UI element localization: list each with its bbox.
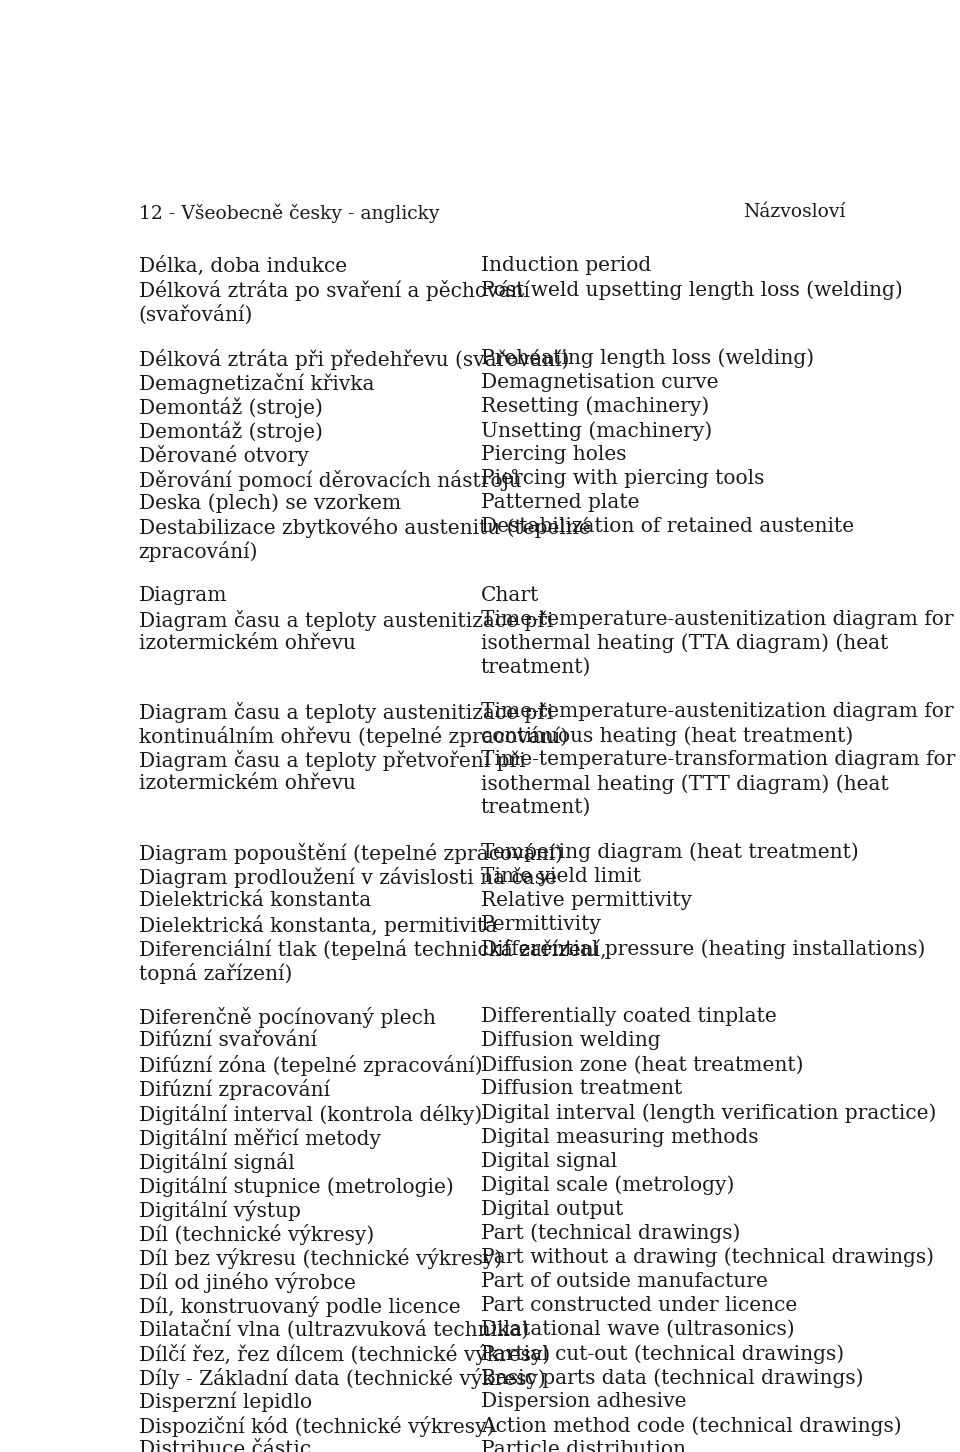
Text: Differential pressure (heating installations): Differential pressure (heating installat…: [481, 939, 925, 958]
Text: izotermickém ohřevu: izotermickém ohřevu: [138, 633, 355, 652]
Text: Digital measuring methods: Digital measuring methods: [481, 1128, 758, 1147]
Text: 12 - Všeobecně česky - anglicky: 12 - Všeobecně česky - anglicky: [138, 203, 439, 222]
Text: Délková ztráta po svaření a pěchování: Délková ztráta po svaření a pěchování: [138, 280, 530, 301]
Text: Dispersion adhesive: Dispersion adhesive: [481, 1392, 686, 1411]
Text: Partial cut-out (technical drawings): Partial cut-out (technical drawings): [481, 1345, 844, 1363]
Text: Time yield limit: Time yield limit: [481, 867, 641, 886]
Text: Demontáž (stroje): Demontáž (stroje): [138, 396, 323, 418]
Text: Difúzní zpracování: Difúzní zpracování: [138, 1079, 329, 1101]
Text: Dilatační vlna (ultrazvuková technika): Dilatační vlna (ultrazvuková technika): [138, 1320, 529, 1340]
Text: kontinuálním ohřevu (tepelné zpracování): kontinuálním ohřevu (tepelné zpracování): [138, 726, 567, 748]
Text: Part constructed under licence: Part constructed under licence: [481, 1295, 797, 1316]
Text: Díl od jiného výrobce: Díl od jiného výrobce: [138, 1272, 355, 1292]
Text: Diferenciální tlak (tepelná technická zařízení,: Diferenciální tlak (tepelná technická za…: [138, 939, 606, 960]
Text: treatment): treatment): [481, 799, 591, 817]
Text: Relative permittivity: Relative permittivity: [481, 890, 692, 910]
Text: Diagram popouštění (tepelné zpracování): Diagram popouštění (tepelné zpracování): [138, 842, 563, 864]
Text: Patterned plate: Patterned plate: [481, 494, 639, 513]
Text: Digitální interval (kontrola délky): Digitální interval (kontrola délky): [138, 1104, 482, 1124]
Text: Děrování pomocí děrovacích nástrojů: Děrování pomocí děrovacích nástrojů: [138, 469, 521, 491]
Text: Digitální stupnice (metrologie): Digitální stupnice (metrologie): [138, 1176, 453, 1196]
Text: Differentially coated tinplate: Differentially coated tinplate: [481, 1008, 777, 1027]
Text: Dispoziční kód (technické výkresy): Dispoziční kód (technické výkresy): [138, 1416, 494, 1437]
Text: continuous heating (heat treatment): continuous heating (heat treatment): [481, 726, 853, 746]
Text: Digital signal: Digital signal: [481, 1151, 617, 1170]
Text: Demontáž (stroje): Demontáž (stroje): [138, 421, 323, 441]
Text: Demagnetisation curve: Demagnetisation curve: [481, 373, 718, 392]
Text: Diffusion welding: Diffusion welding: [481, 1031, 660, 1050]
Text: Part of outside manufacture: Part of outside manufacture: [481, 1272, 768, 1291]
Text: Délková ztráta při předehřevu (svařování): Délková ztráta při předehřevu (svařování…: [138, 348, 569, 370]
Text: Piercing holes: Piercing holes: [481, 444, 626, 463]
Text: Permittivity: Permittivity: [481, 915, 602, 934]
Text: Dílčí řez, řez dílcem (technické výkresy): Dílčí řez, řez dílcem (technické výkresy…: [138, 1345, 550, 1365]
Text: Délka, doba indukce: Délka, doba indukce: [138, 256, 347, 276]
Text: Post weld upsetting length loss (welding): Post weld upsetting length loss (welding…: [481, 280, 902, 301]
Text: Digitální signál: Digitální signál: [138, 1151, 295, 1173]
Text: Digitální měřicí metody: Digitální měřicí metody: [138, 1128, 380, 1149]
Text: Digitální výstup: Digitální výstup: [138, 1199, 300, 1221]
Text: Diffusion zone (heat treatment): Diffusion zone (heat treatment): [481, 1056, 804, 1074]
Text: Děrované otvory: Děrované otvory: [138, 444, 308, 466]
Text: Distribuce částic: Distribuce částic: [138, 1440, 311, 1452]
Text: Diferenčně pocínovaný plech: Diferenčně pocínovaný plech: [138, 1008, 436, 1028]
Text: Deska (plech) se vzorkem: Deska (plech) se vzorkem: [138, 494, 400, 513]
Text: treatment): treatment): [481, 658, 591, 677]
Text: Part (technical drawings): Part (technical drawings): [481, 1224, 740, 1243]
Text: Chart: Chart: [481, 585, 540, 604]
Text: Resetting (machinery): Resetting (machinery): [481, 396, 709, 417]
Text: Disperzní lepidlo: Disperzní lepidlo: [138, 1392, 312, 1413]
Text: Time-temperature-austenitization diagram for: Time-temperature-austenitization diagram…: [481, 703, 953, 722]
Text: Diffusion treatment: Diffusion treatment: [481, 1079, 683, 1099]
Text: Demagnetizační křivka: Demagnetizační křivka: [138, 373, 374, 393]
Text: Diagram času a teploty austenitizace při: Diagram času a teploty austenitizace při: [138, 703, 553, 723]
Text: Destabilization of retained austenite: Destabilization of retained austenite: [481, 517, 854, 536]
Text: Diagram času a teploty přetvoření při: Diagram času a teploty přetvoření při: [138, 751, 525, 771]
Text: Basic parts data (technical drawings): Basic parts data (technical drawings): [481, 1368, 863, 1388]
Text: Díl (technické výkresy): Díl (technické výkresy): [138, 1224, 373, 1244]
Text: Tempering diagram (heat treatment): Tempering diagram (heat treatment): [481, 842, 858, 862]
Text: Dielektrická konstanta, permitivita: Dielektrická konstanta, permitivita: [138, 915, 497, 937]
Text: isothermal heating (TTA diagram) (heat: isothermal heating (TTA diagram) (heat: [481, 633, 888, 653]
Text: Unsetting (machinery): Unsetting (machinery): [481, 421, 712, 440]
Text: Preheating length loss (welding): Preheating length loss (welding): [481, 348, 814, 369]
Text: isothermal heating (TTT diagram) (heat: isothermal heating (TTT diagram) (heat: [481, 774, 889, 794]
Text: Difúzní svařování: Difúzní svařování: [138, 1031, 317, 1050]
Text: zpracování): zpracování): [138, 542, 258, 562]
Text: Time-temperature-transformation diagram for: Time-temperature-transformation diagram …: [481, 751, 955, 770]
Text: Diagram: Diagram: [138, 585, 228, 604]
Text: Digital interval (length verification practice): Digital interval (length verification pr…: [481, 1104, 936, 1124]
Text: Time-temperature-austenitization diagram for: Time-temperature-austenitization diagram…: [481, 610, 953, 629]
Text: Action method code (technical drawings): Action method code (technical drawings): [481, 1416, 901, 1436]
Text: Part without a drawing (technical drawings): Part without a drawing (technical drawin…: [481, 1247, 934, 1268]
Text: izotermickém ohřevu: izotermickém ohřevu: [138, 774, 355, 793]
Text: Dielektrická konstanta: Dielektrická konstanta: [138, 890, 371, 910]
Text: Dilatational wave (ultrasonics): Dilatational wave (ultrasonics): [481, 1320, 795, 1339]
Text: Diagram prodloužení v závislosti na čase: Diagram prodloužení v závislosti na čase: [138, 867, 557, 887]
Text: Destabilizace zbytkového austenitu (tepelné: Destabilizace zbytkového austenitu (tepe…: [138, 517, 590, 539]
Text: Particle distribution: Particle distribution: [481, 1440, 685, 1452]
Text: Názvosloví: Názvosloví: [743, 203, 846, 221]
Text: topná zařízení): topná zařízení): [138, 963, 292, 984]
Text: Digital output: Digital output: [481, 1199, 623, 1218]
Text: Díly - Základní data (technické výkresy): Díly - Základní data (technické výkresy): [138, 1368, 545, 1390]
Text: Piercing with piercing tools: Piercing with piercing tools: [481, 469, 764, 488]
Text: Diagram času a teploty austenitizace při: Diagram času a teploty austenitizace při: [138, 610, 553, 630]
Text: Induction period: Induction period: [481, 256, 651, 276]
Text: Difúzní zóna (tepelné zpracování): Difúzní zóna (tepelné zpracování): [138, 1056, 482, 1076]
Text: Díl, konstruovaný podle licence: Díl, konstruovaný podle licence: [138, 1295, 460, 1317]
Text: Díl bez výkresu (technické výkresy): Díl bez výkresu (technické výkresy): [138, 1247, 502, 1269]
Text: (svařování): (svařování): [138, 305, 253, 324]
Text: Digital scale (metrology): Digital scale (metrology): [481, 1176, 734, 1195]
